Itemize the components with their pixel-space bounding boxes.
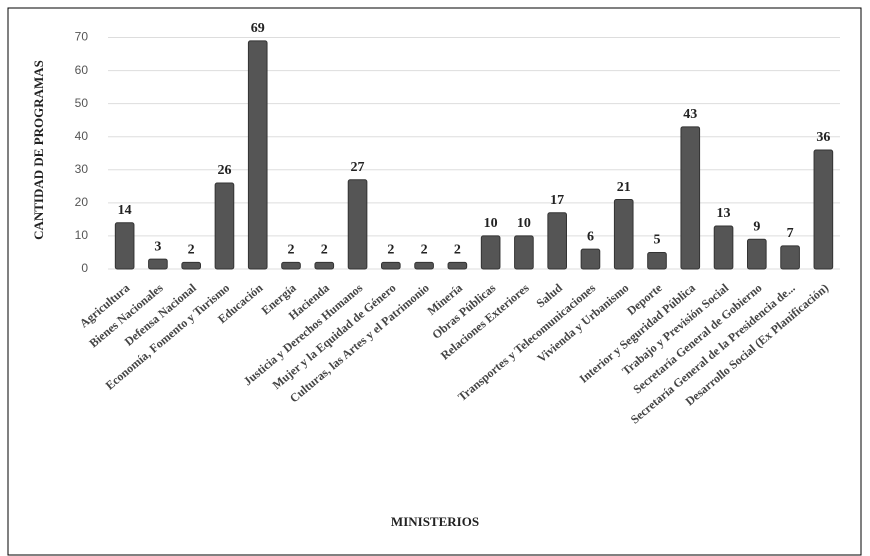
y-tick-label: 60 xyxy=(75,63,89,77)
bar xyxy=(680,126,701,270)
bar xyxy=(314,261,335,270)
value-label: 69 xyxy=(251,21,265,36)
bar xyxy=(480,235,501,270)
bar xyxy=(181,261,201,270)
value-label: 7 xyxy=(787,226,794,241)
chart-border xyxy=(7,7,862,556)
value-label: 3 xyxy=(154,239,161,254)
value-label: 10 xyxy=(484,216,498,231)
y-tick-label: 50 xyxy=(75,96,89,110)
value-label: 14 xyxy=(118,203,132,218)
bar xyxy=(148,258,168,270)
y-axis-title: CANTIDAD DE PROGRAMAS xyxy=(31,60,46,240)
value-label: 6 xyxy=(587,229,594,244)
bar xyxy=(613,199,634,270)
y-tick-label: 40 xyxy=(75,129,89,143)
bar xyxy=(347,179,368,270)
value-label: 2 xyxy=(288,243,295,258)
value-label: 27 xyxy=(351,160,365,175)
value-label: 21 xyxy=(617,180,631,195)
value-label: 17 xyxy=(550,193,564,208)
bar xyxy=(647,251,667,270)
y-tick-label: 20 xyxy=(75,195,89,209)
bar xyxy=(114,222,135,270)
bar xyxy=(514,235,534,270)
y-tick-label: 70 xyxy=(75,30,89,44)
value-label: 5 xyxy=(654,233,661,248)
value-label: 2 xyxy=(188,243,195,258)
value-label: 2 xyxy=(421,243,428,258)
value-label: 43 xyxy=(683,107,697,122)
y-tick-label: 10 xyxy=(75,228,89,242)
bar xyxy=(713,225,734,270)
value-label: 2 xyxy=(454,243,461,258)
y-tick-label: 0 xyxy=(81,261,88,275)
y-tick-label: 30 xyxy=(75,162,89,176)
value-label: 26 xyxy=(217,163,231,178)
bar xyxy=(580,248,601,270)
value-label: 9 xyxy=(753,219,760,234)
x-axis-title: MINISTERIOS xyxy=(391,514,479,529)
bar xyxy=(813,149,834,270)
value-label: 2 xyxy=(321,243,328,258)
bar xyxy=(747,238,767,270)
value-label: 10 xyxy=(517,216,531,231)
bar xyxy=(214,182,235,270)
value-label: 2 xyxy=(387,243,394,258)
value-label: 13 xyxy=(717,206,731,221)
bar xyxy=(381,261,401,270)
value-label: 36 xyxy=(816,130,830,145)
bar xyxy=(281,261,301,270)
bar xyxy=(447,261,468,270)
bar xyxy=(414,261,434,270)
bar xyxy=(247,40,268,270)
bar xyxy=(780,245,800,270)
bar xyxy=(547,212,567,270)
